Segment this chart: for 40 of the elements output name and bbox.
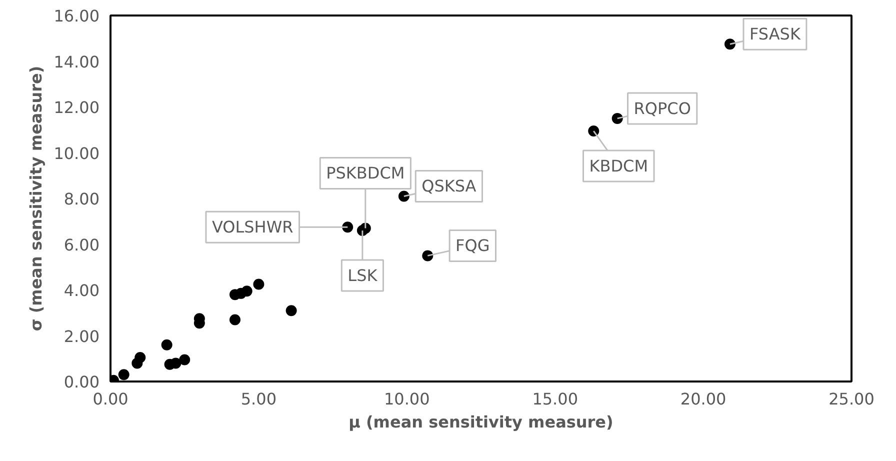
annotation: FQG xyxy=(456,236,490,256)
x-tick-label: 10.00 xyxy=(384,390,430,408)
point xyxy=(422,250,434,262)
x-tick-label: 20.00 xyxy=(680,390,726,408)
annotation: PSKBDCM xyxy=(326,164,405,183)
annotation: FSASK xyxy=(749,24,801,44)
y-tick-label: 6.00 xyxy=(64,235,100,254)
x-axis-title: μ (mean sensitivity measure) xyxy=(348,412,614,432)
point xyxy=(286,305,297,316)
point xyxy=(179,354,190,366)
y-tick-label: 2.00 xyxy=(64,326,100,346)
point xyxy=(229,314,240,326)
x-tick-label: 0.00 xyxy=(92,390,128,408)
point xyxy=(342,222,354,233)
point xyxy=(118,369,130,380)
y-tick-label: 8.00 xyxy=(64,190,100,208)
annotation: QSKSA xyxy=(422,176,476,196)
point xyxy=(241,286,252,297)
annotation: KBDCM xyxy=(589,156,648,176)
point xyxy=(398,190,410,202)
y-axis-title: σ (mean sensitivity measure) xyxy=(26,66,46,332)
y-tick-label: 14.00 xyxy=(54,52,100,72)
point xyxy=(612,112,623,124)
annotation: LSK xyxy=(348,266,378,286)
annotation: RQPCO xyxy=(634,98,691,118)
point xyxy=(588,126,600,137)
x-tick-label: 5.00 xyxy=(240,390,277,408)
point xyxy=(134,352,146,363)
point xyxy=(253,278,264,290)
y-tick-label: 12.00 xyxy=(54,98,100,117)
y-tick-label: 10.00 xyxy=(54,144,100,163)
y-tick-label: 4.00 xyxy=(64,281,100,300)
point xyxy=(170,358,182,369)
annotation: VOLSHWR xyxy=(212,218,294,237)
point xyxy=(161,339,172,350)
point xyxy=(724,38,736,50)
y-tick-label: 16.00 xyxy=(54,6,100,26)
x-tick-label: 15.00 xyxy=(532,390,578,408)
y-tick-label: 0.00 xyxy=(64,372,100,392)
x-tick-label: 25.00 xyxy=(828,390,874,408)
